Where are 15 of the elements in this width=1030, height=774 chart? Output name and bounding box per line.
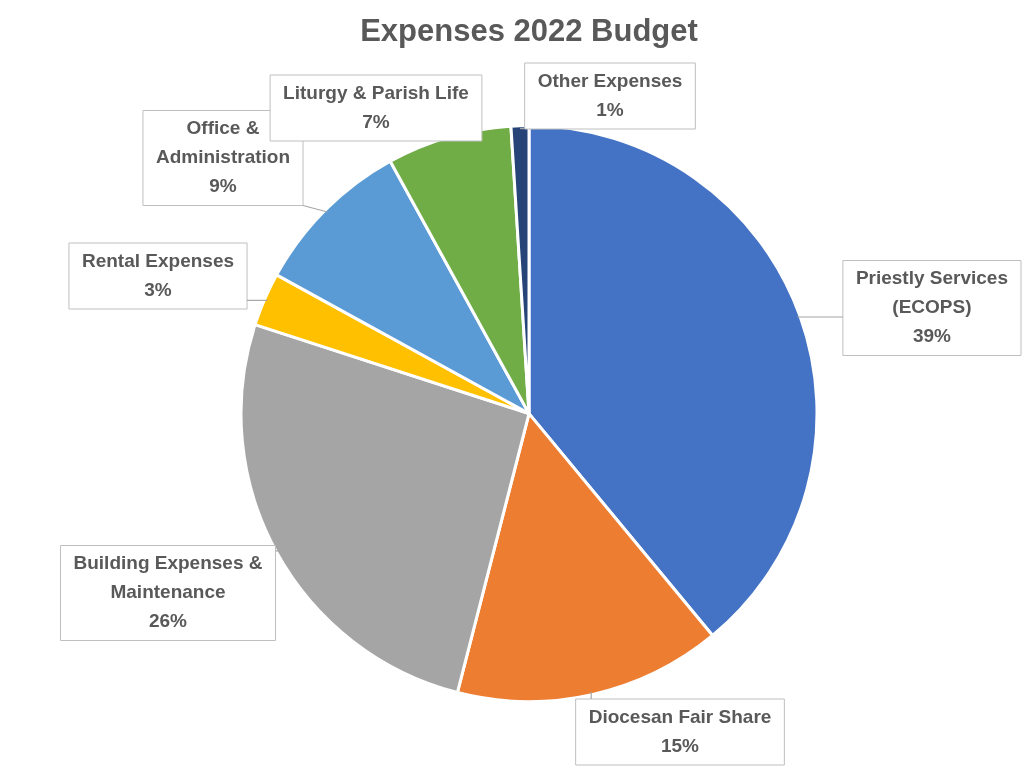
slice-label: Priestly Services (ECOPS) <box>855 267 1009 318</box>
slice-label: Rental Expenses <box>81 249 235 271</box>
slice-label: Diocesan Fair Share <box>588 705 772 727</box>
data-label: 15% <box>660 734 700 756</box>
slice-label: Office & Administration <box>155 117 291 168</box>
data-label: 7% <box>362 110 390 132</box>
data-label: 9% <box>209 175 237 197</box>
slice-label: Other Expenses <box>537 69 683 91</box>
data-label: 3% <box>144 278 172 300</box>
chart-title: Expenses 2022 Budget <box>360 13 698 49</box>
data-label: 1% <box>596 98 624 120</box>
data-label: 26% <box>148 610 188 632</box>
slice-label: Liturgy & Parish Life <box>283 81 469 103</box>
slice-label: Building Expenses & Maintenance <box>73 552 263 603</box>
data-label: 39% <box>912 325 952 347</box>
